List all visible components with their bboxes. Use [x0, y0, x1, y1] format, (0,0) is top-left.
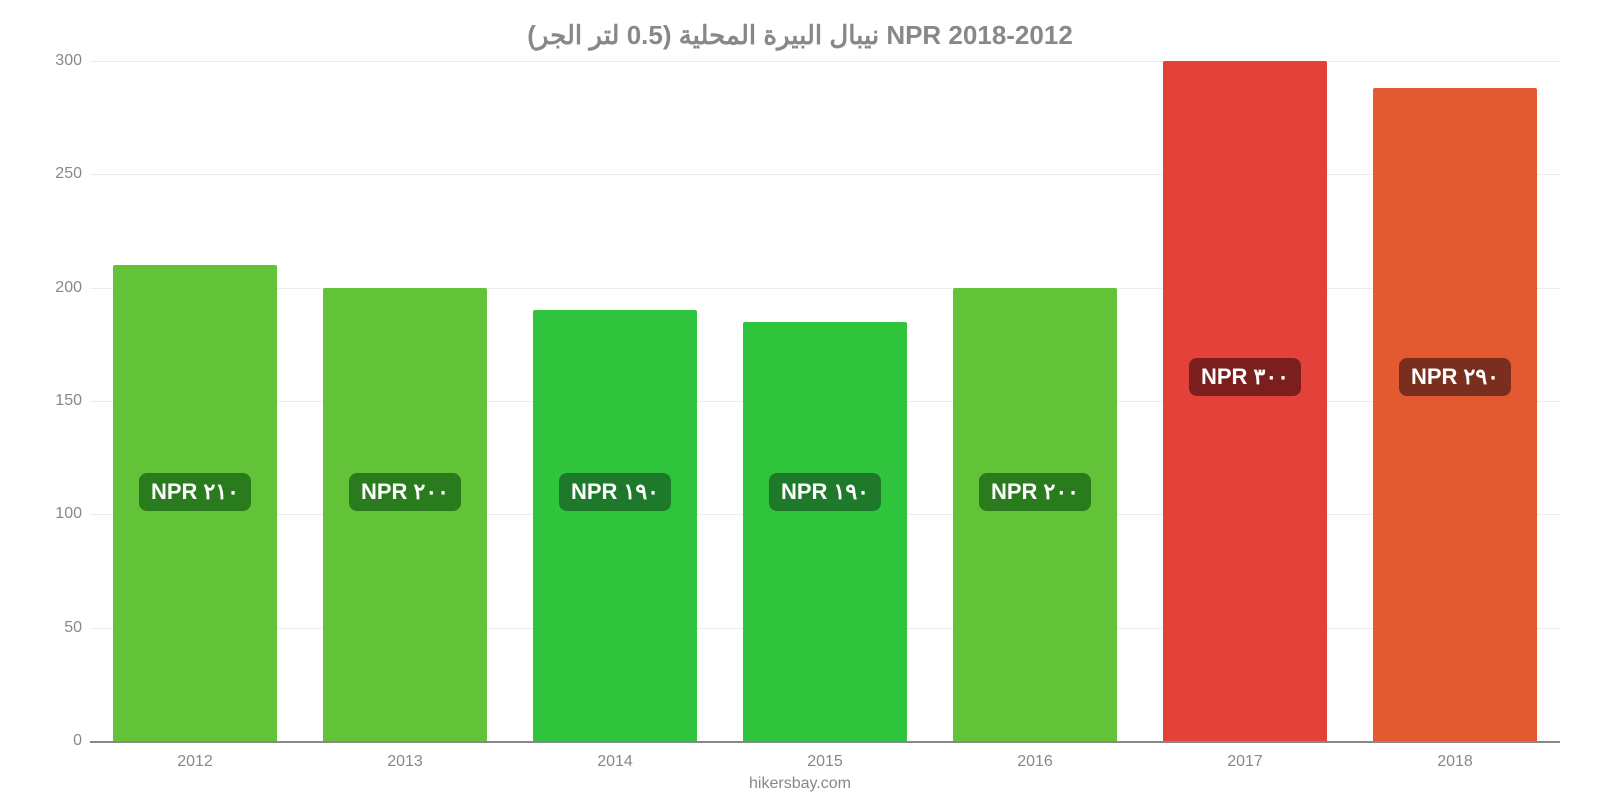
bar: ٣٠٠ NPR — [1163, 61, 1327, 741]
bar: ٢٩٠ NPR — [1373, 88, 1537, 741]
y-tick-label: 150 — [55, 392, 82, 410]
x-axis: 2012201320142015201620172018 — [90, 753, 1560, 771]
bars-group: ٢١٠ NPR ٢٠٠ NPR ١٩٠ NPR ١٩٠ NPR ٢٠٠ NPR ٣٠٠ N… — [90, 61, 1560, 741]
bar-value-label: ٢٠٠ NPR — [979, 473, 1091, 511]
bar: ١٩٠ NPR — [743, 322, 907, 741]
y-tick-label: 50 — [64, 619, 82, 637]
bar-slot: ٣٠٠ NPR — [1140, 61, 1350, 741]
x-tick-label: 2012 — [90, 753, 300, 771]
bar-slot: ١٩٠ NPR — [510, 61, 720, 741]
y-tick-label: 300 — [55, 52, 82, 70]
x-tick-label: 2018 — [1350, 753, 1560, 771]
bar-value-label: ٢٩٠ NPR — [1399, 358, 1511, 396]
bar-value-label: ١٩٠ NPR — [769, 473, 881, 511]
bar-value-label: ٣٠٠ NPR — [1189, 358, 1301, 396]
bar-slot: ٢٠٠ NPR — [300, 61, 510, 741]
x-baseline — [90, 741, 1560, 743]
x-tick-label: 2015 — [720, 753, 930, 771]
y-axis: 050100150200250300 — [30, 61, 90, 741]
bar-value-label: ٢١٠ NPR — [139, 473, 251, 511]
bar-slot: ٢١٠ NPR — [90, 61, 300, 741]
bar: ٢٠٠ NPR — [953, 288, 1117, 741]
y-tick-label: 100 — [55, 505, 82, 523]
bar: ١٩٠ NPR — [533, 310, 697, 741]
x-tick-label: 2016 — [930, 753, 1140, 771]
chart-container: نيبال البيرة المحلية (0.5 لتر الجر) NPR … — [0, 0, 1600, 800]
bar: ٢١٠ NPR — [113, 265, 277, 741]
plot-area: 050100150200250300 ٢١٠ NPR٢٠٠ NPR١٩٠ NPR… — [30, 61, 1570, 741]
source-attribution: hikersbay.com — [30, 775, 1570, 793]
bar: ٢٠٠ NPR — [323, 288, 487, 741]
bar-value-label: ١٩٠ NPR — [559, 473, 671, 511]
x-tick-label: 2017 — [1140, 753, 1350, 771]
y-tick-label: 0 — [73, 732, 82, 750]
bar-slot: ٢٩٠ NPR — [1350, 61, 1560, 741]
x-tick-label: 2014 — [510, 753, 720, 771]
y-tick-label: 200 — [55, 279, 82, 297]
bar-slot: ٢٠٠ NPR — [930, 61, 1140, 741]
chart-title: نيبال البيرة المحلية (0.5 لتر الجر) NPR … — [30, 20, 1570, 51]
x-tick-label: 2013 — [300, 753, 510, 771]
bar-slot: ١٩٠ NPR — [720, 61, 930, 741]
bar-value-label: ٢٠٠ NPR — [349, 473, 461, 511]
y-tick-label: 250 — [55, 165, 82, 183]
